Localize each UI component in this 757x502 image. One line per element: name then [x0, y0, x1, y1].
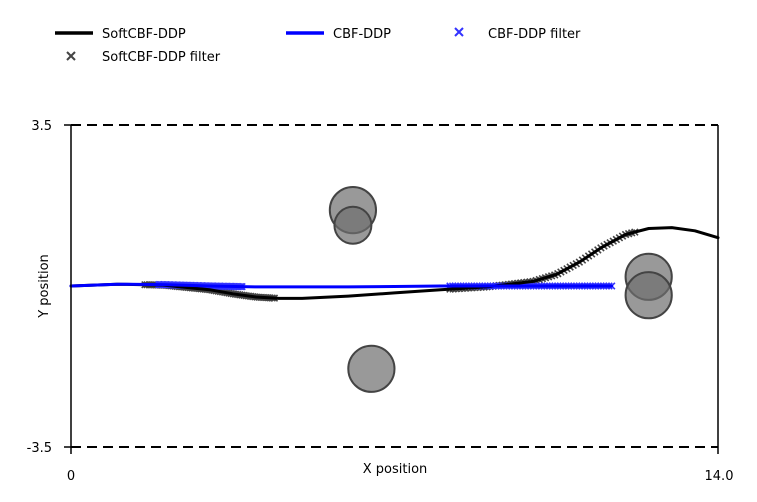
legend-label-softcbf-ddp-filter: SoftCBF-DDP filter	[102, 50, 221, 65]
legend: SoftCBF-DDP SoftCBF-DDP filter CBF-DDP C…	[55, 27, 581, 65]
y-axis-label: Y position	[37, 254, 52, 319]
x-axis-label: X position	[363, 462, 428, 477]
obstacles	[328, 185, 673, 393]
series	[69, 226, 720, 302]
legend-swatch-softcbf-ddp-filter	[66, 51, 76, 61]
y-tick-label-bottom: -3.5	[27, 441, 52, 456]
legend-label-cbf-ddp-filter: CBF-DDP filter	[488, 27, 581, 42]
obstacle-circle-1	[333, 205, 373, 245]
legend-label-cbf-ddp: CBF-DDP	[333, 27, 391, 42]
x-tick-label-left: 0	[67, 469, 75, 484]
series-line-softcbf-ddp	[69, 226, 720, 300]
obstacle-circle-4	[624, 271, 673, 320]
x-tick-label-right: 14.0	[705, 469, 734, 484]
legend-label-softcbf-ddp: SoftCBF-DDP	[102, 27, 186, 42]
legend-swatch-cbf-ddp-filter	[454, 27, 464, 37]
series-line-cbf-ddp	[69, 282, 614, 289]
obstacle-circle-2	[347, 344, 396, 393]
y-tick-label-top: 3.5	[31, 119, 52, 134]
